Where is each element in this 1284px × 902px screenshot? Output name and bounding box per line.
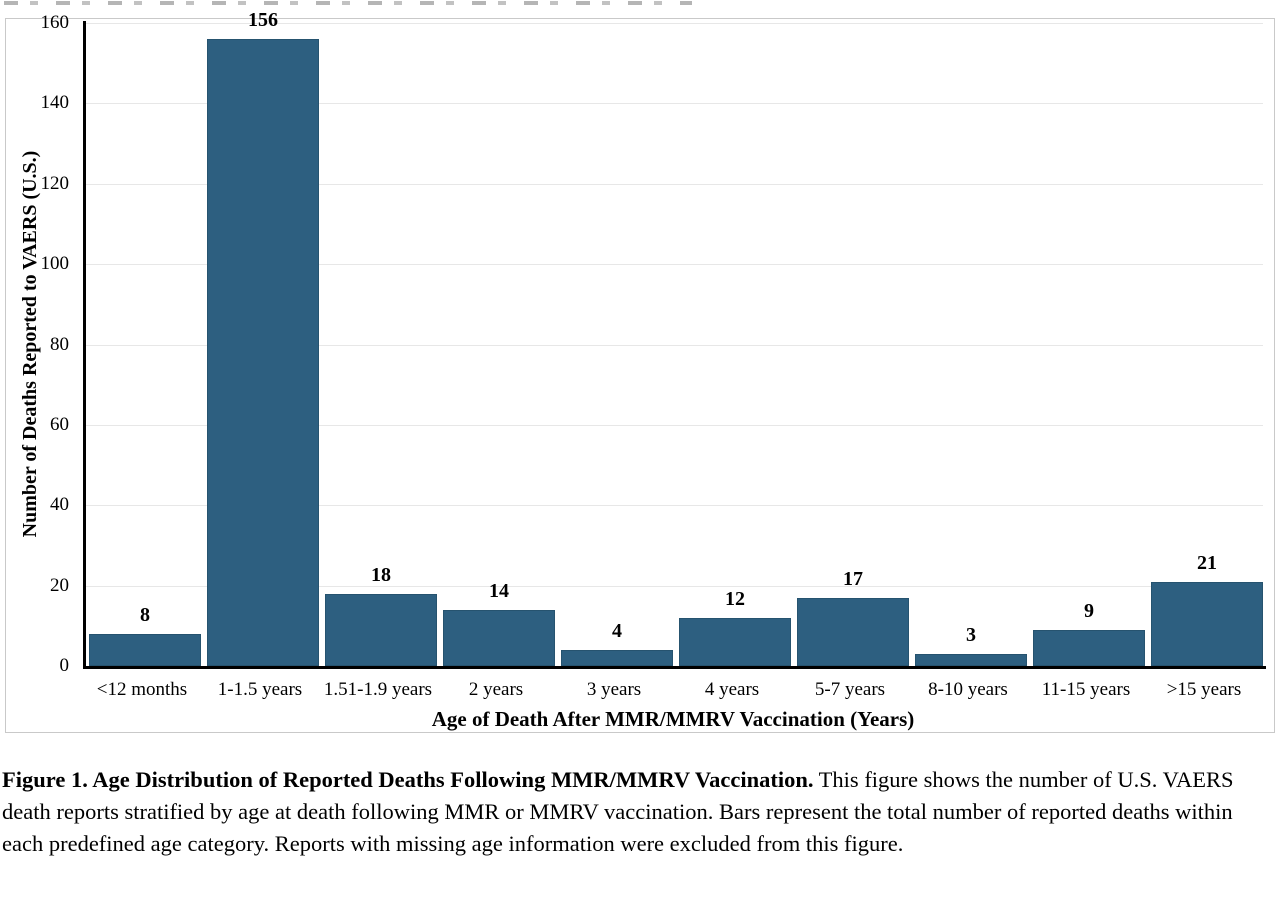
gridline [83,23,1263,24]
x-category-label: 11-15 years [1041,679,1131,700]
y-tick-label: 80 [50,333,69,355]
bar-value-label: 17 [843,567,863,590]
gridline [83,424,1263,426]
y-tick-label: 120 [40,172,70,194]
gridline [83,585,1263,587]
x-category-label: 1.51-1.9 years [323,679,433,700]
clipped-text-remnant [4,1,692,5]
bar-value-label: 21 [1197,551,1217,574]
y-tick-label: 0 [59,655,70,676]
x-category-label: 1-1.5 years [217,679,303,700]
bar [797,597,909,666]
bar [1033,629,1145,666]
bar [325,593,437,666]
bar [915,653,1027,666]
bar [89,633,201,666]
x-category-label: 2 years [468,679,524,700]
x-category-label: <12 months [96,679,188,700]
x-category-label: >15 years [1166,679,1242,700]
gridline [83,344,1263,346]
bar-value-label: 18 [371,563,391,586]
y-tick-label: 140 [40,92,70,114]
x-category-label: 8-10 years [928,679,1008,700]
x-category-label: 3 years [586,679,642,700]
gridline [83,505,1263,507]
y-tick-label: 40 [50,494,69,516]
bar [561,649,673,666]
y-tick-label: 160 [40,12,70,33]
bar-value-label: 156 [248,9,278,32]
y-tick-label: 60 [50,413,69,435]
gridline [83,183,1263,185]
bar-value-label: 9 [1084,599,1094,622]
bar-value-label: 14 [489,579,509,602]
figure-chart: Number of Deaths Reported to VAERS (U.S.… [5,9,1275,733]
x-category-label: 4 years [704,679,760,700]
y-tick-label: 20 [50,574,69,596]
bar [679,617,791,666]
bar-value-label: 8 [140,603,150,626]
gridline [83,103,1263,105]
bar [1151,581,1263,666]
figure-caption: Figure 1. Age Distribution of Reported D… [2,764,1270,860]
figure-caption-text: This figure shows the number of U.S. VAE… [2,767,1234,856]
x-category-label: 5-7 years [814,679,886,700]
bar-value-label: 3 [966,623,976,646]
x-axis-line [83,666,1266,669]
y-tick-label: 100 [40,253,70,275]
y-axis-line [83,21,86,669]
bar-value-label: 4 [612,619,622,642]
gridline [83,264,1263,266]
bar [207,39,319,666]
bar-value-label: 12 [725,587,745,610]
x-axis-title: Age of Death After MMR/MMRV Vaccination … [431,707,915,731]
bar [443,609,555,666]
figure-caption-bold: Figure 1. Age Distribution of Reported D… [2,767,814,792]
